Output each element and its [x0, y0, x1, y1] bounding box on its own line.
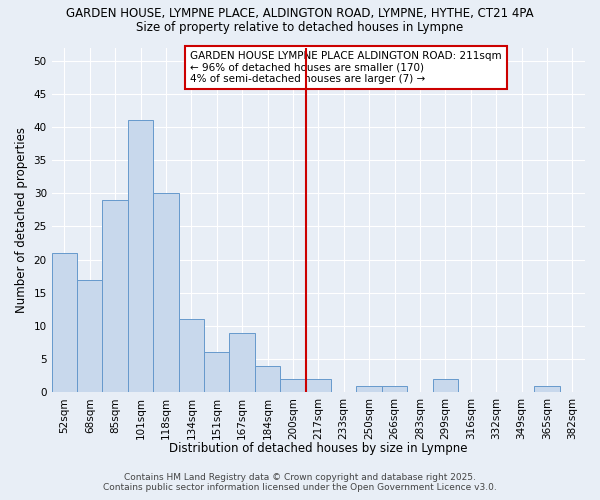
Bar [534, 386, 560, 392]
Bar [153, 194, 179, 392]
Bar [77, 280, 103, 392]
Text: Size of property relative to detached houses in Lympne: Size of property relative to detached ho… [136, 21, 464, 34]
Bar [305, 379, 331, 392]
Bar [433, 379, 458, 392]
Text: Contains HM Land Registry data © Crown copyright and database right 2025.
Contai: Contains HM Land Registry data © Crown c… [103, 473, 497, 492]
Bar [128, 120, 153, 392]
Text: GARDEN HOUSE, LYMPNE PLACE, ALDINGTON ROAD, LYMPNE, HYTHE, CT21 4PA: GARDEN HOUSE, LYMPNE PLACE, ALDINGTON RO… [66, 8, 534, 20]
Bar [103, 200, 128, 392]
Bar [204, 352, 229, 392]
X-axis label: Distribution of detached houses by size in Lympne: Distribution of detached houses by size … [169, 442, 467, 455]
Bar [382, 386, 407, 392]
Bar [52, 253, 77, 392]
Bar [255, 366, 280, 392]
Bar [356, 386, 382, 392]
Bar [229, 332, 255, 392]
Text: GARDEN HOUSE LYMPNE PLACE ALDINGTON ROAD: 211sqm
← 96% of detached houses are sm: GARDEN HOUSE LYMPNE PLACE ALDINGTON ROAD… [190, 51, 502, 84]
Bar [179, 320, 204, 392]
Bar [280, 379, 305, 392]
Y-axis label: Number of detached properties: Number of detached properties [15, 127, 28, 313]
